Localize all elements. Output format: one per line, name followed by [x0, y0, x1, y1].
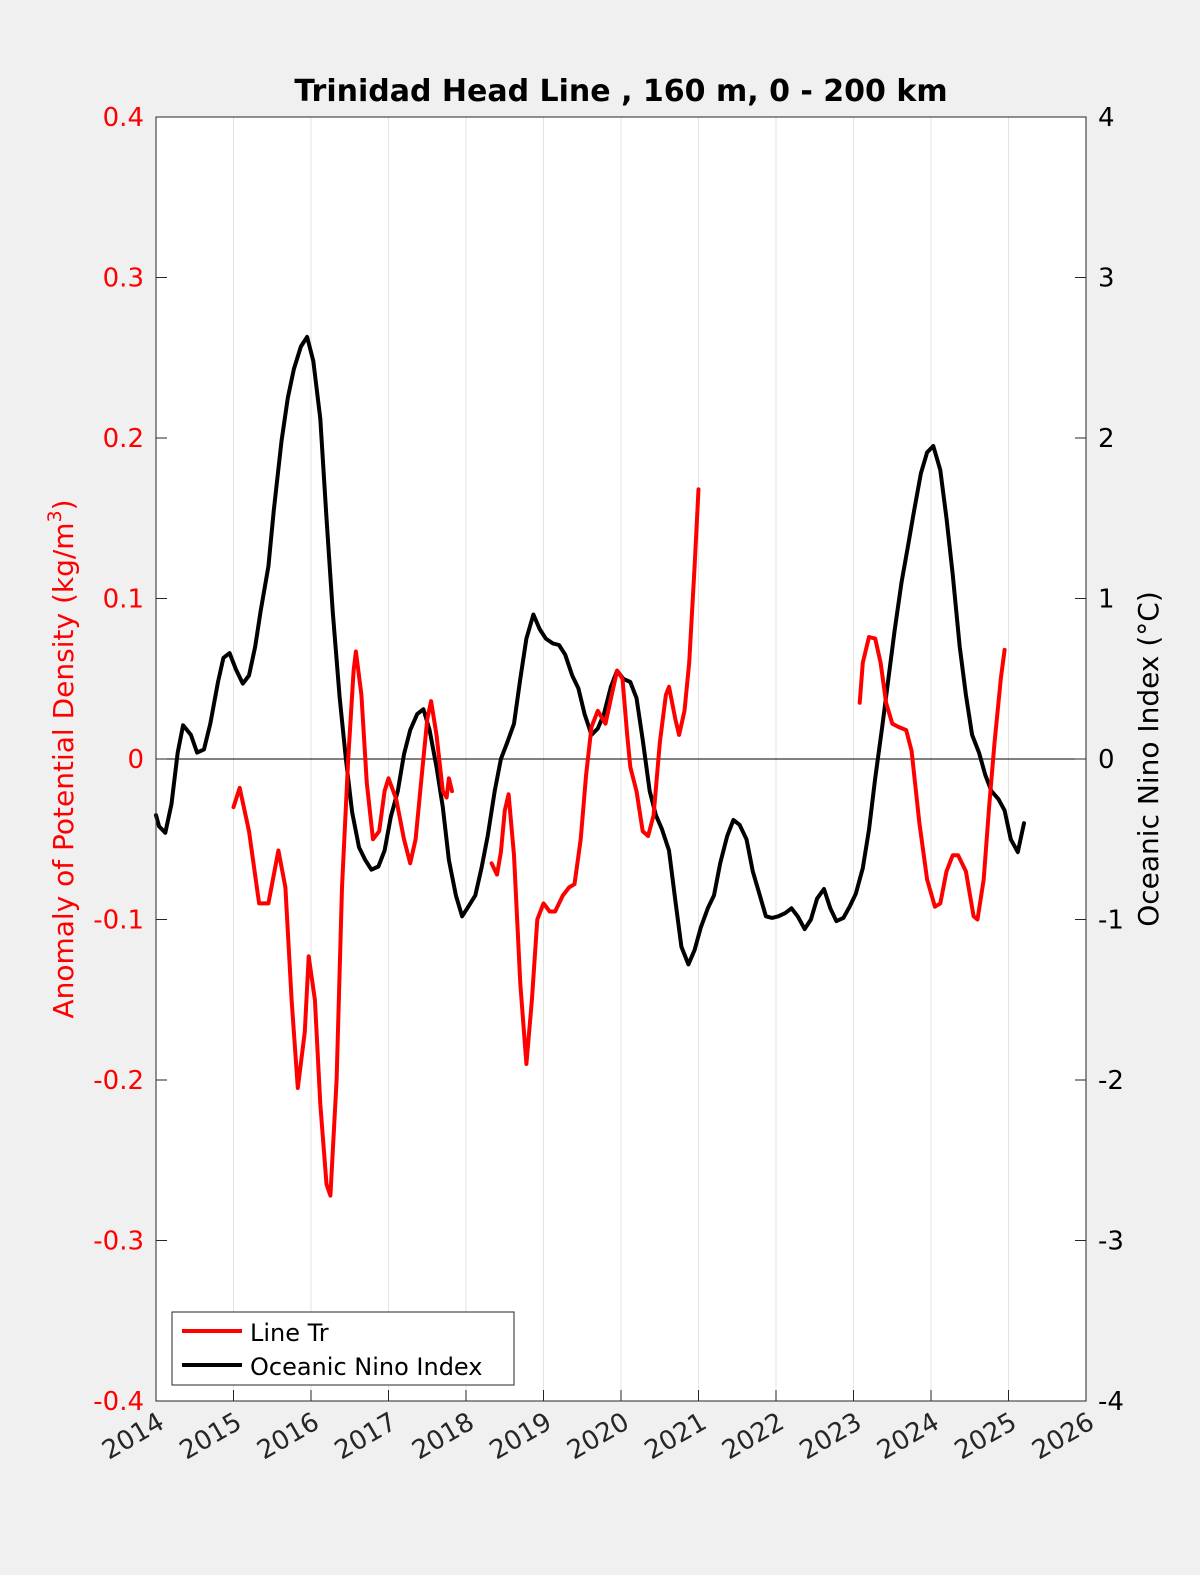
x-tick-label: 2021 — [640, 1407, 712, 1466]
y-left-tick-label: 0 — [127, 745, 144, 775]
y-right-tick-label: -4 — [1098, 1387, 1124, 1417]
y-left-tick-label: -0.4 — [93, 1387, 144, 1417]
y-right-tick-label: 3 — [1098, 264, 1115, 294]
legend-label-line-tr: Line Tr — [250, 1319, 329, 1347]
y-left-tick-label: 0.2 — [103, 424, 144, 454]
series-oni-segment-0 — [154, 334, 1026, 967]
y-axis-left-label: Anomaly of Potential Density (kg/m3) — [44, 499, 80, 1018]
y-right-tick-label: 2 — [1098, 424, 1115, 454]
series-layer — [154, 334, 1026, 1198]
chart-title: Trinidad Head Line , 160 m, 0 - 200 km — [294, 74, 947, 109]
x-tick-label: 2024 — [872, 1407, 944, 1466]
y-axis-right-label: Oceanic Nino Index (°C) — [1132, 591, 1165, 927]
x-tick-label: 2017 — [330, 1407, 402, 1466]
y-right-tick-label: 4 — [1098, 103, 1115, 133]
y-axis-left-label-superscript: 3 — [44, 510, 66, 522]
y-left-tick-label: 0.4 — [103, 103, 144, 133]
legend-box — [171, 1311, 515, 1386]
x-tick-label: 2023 — [795, 1407, 867, 1466]
x-tick-label: 2016 — [252, 1407, 324, 1466]
y-right-tick-label: -1 — [1098, 906, 1124, 936]
y-left-tick-label: 0.1 — [103, 585, 144, 615]
x-tick-label: 2022 — [717, 1407, 789, 1466]
series-line-tr-segment-2 — [857, 635, 1007, 922]
y-left-tick-label: -0.1 — [93, 906, 144, 936]
x-tick-label: 2020 — [562, 1407, 634, 1466]
x-tick-label: 2026 — [1027, 1407, 1099, 1466]
y-right-tick-label: -3 — [1098, 1227, 1124, 1257]
y-right-tick-label: -2 — [1098, 1066, 1124, 1096]
x-tick-label: 2019 — [485, 1407, 557, 1466]
legend-label-oni: Oceanic Nino Index — [250, 1353, 482, 1381]
series-line-tr-segment-1 — [489, 487, 701, 1066]
legend: Line Tr Oceanic Nino Index — [171, 1311, 515, 1386]
series-line-tr-segment-0 — [231, 649, 454, 1198]
y-right-tick-label: 1 — [1098, 585, 1115, 615]
y-left-tick-label: 0.3 — [103, 264, 144, 294]
x-tick-label: 2018 — [407, 1407, 479, 1466]
y-left-tick-label: -0.2 — [93, 1066, 144, 1096]
x-tick-label: 2015 — [175, 1407, 247, 1466]
y-right-tick-label: 0 — [1098, 745, 1115, 775]
x-tick-label: 2025 — [950, 1407, 1022, 1466]
y-left-tick-label: -0.3 — [93, 1227, 144, 1257]
